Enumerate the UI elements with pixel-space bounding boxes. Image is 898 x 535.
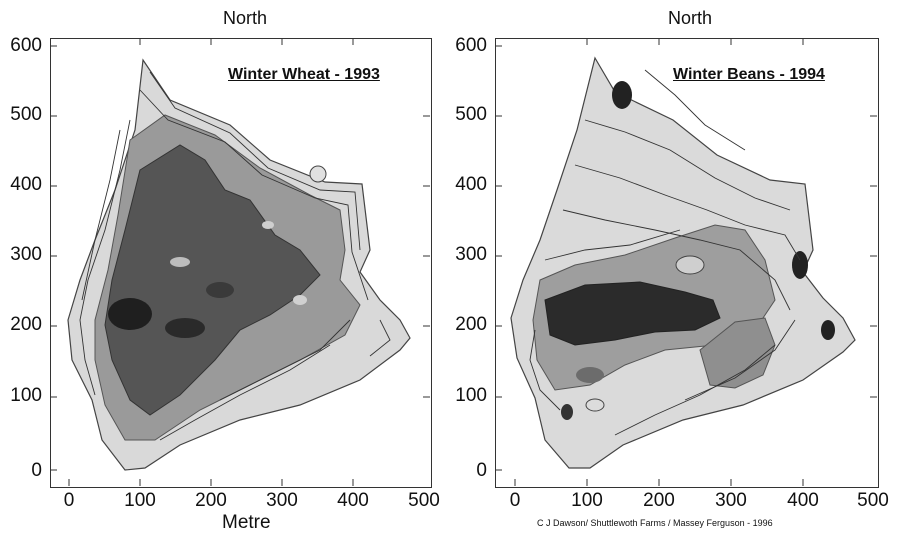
x-tick-400: 400	[337, 490, 369, 511]
left-map-panel: North 600 500 400 300 200 100 0 0 100 20…	[0, 0, 445, 535]
y-tick-300: 300	[455, 244, 487, 265]
north-label: North	[222, 8, 267, 28]
x-tick-200: 200	[643, 490, 675, 511]
y-tick-400: 400	[455, 174, 487, 195]
x-tick-300: 300	[266, 490, 298, 511]
left-yield-map	[50, 38, 430, 486]
y-tick-500: 500	[10, 104, 42, 125]
right-yield-map	[495, 38, 877, 486]
y-tick-0: 0	[476, 460, 487, 481]
x-axis-label: Metre	[222, 512, 271, 533]
left-map-title: Winter Wheat - 1993	[228, 66, 380, 83]
y-tick-100: 100	[10, 385, 42, 406]
x-tick-0: 0	[509, 490, 521, 511]
y-tick-500: 500	[455, 104, 487, 125]
right-map-panel: North 600 500 400 300 200 100 0 0 100 20…	[445, 0, 898, 535]
x-tick-400: 400	[787, 490, 819, 511]
x-tick-100: 100	[571, 490, 603, 511]
y-tick-0: 0	[31, 460, 42, 481]
north-label: North	[667, 8, 712, 28]
x-tick-200: 200	[195, 490, 227, 511]
y-tick-400: 400	[10, 174, 42, 195]
x-tick-0: 0	[63, 490, 75, 511]
y-tick-600: 600	[455, 35, 487, 56]
credit-text: C J Dawson/ Shuttlewoth Farms / Massey F…	[537, 518, 773, 528]
x-tick-500: 500	[408, 490, 440, 511]
x-tick-300: 300	[715, 490, 747, 511]
y-tick-600: 600	[10, 35, 42, 56]
y-tick-100: 100	[455, 385, 487, 406]
x-tick-500: 500	[857, 490, 889, 511]
x-tick-100: 100	[124, 490, 156, 511]
y-tick-200: 200	[455, 314, 487, 335]
y-tick-200: 200	[10, 314, 42, 335]
right-map-title: Winter Beans - 1994	[673, 66, 825, 83]
y-tick-300: 300	[10, 244, 42, 265]
